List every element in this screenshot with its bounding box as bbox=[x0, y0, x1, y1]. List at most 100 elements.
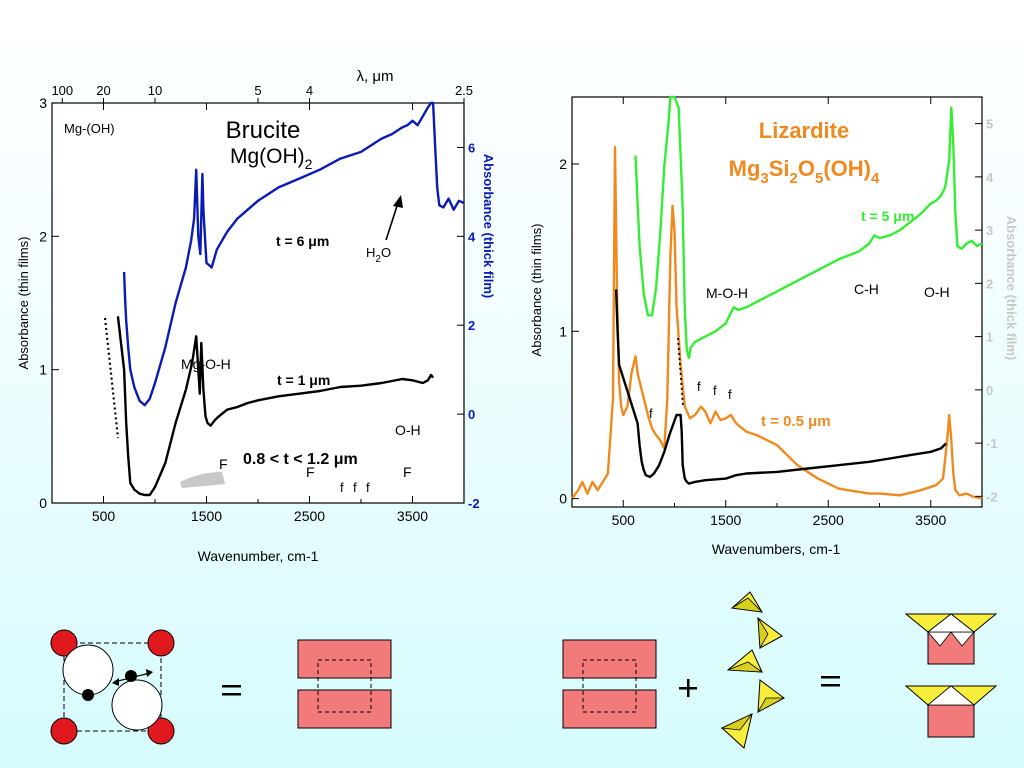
unit-cell-box bbox=[63, 642, 162, 732]
f-label-3: F bbox=[403, 464, 412, 480]
y2-tick-label: 0 bbox=[468, 407, 475, 422]
x-tick-label: 500 bbox=[92, 508, 116, 524]
series-line-black bbox=[614, 289, 947, 485]
mg-atom-icon bbox=[147, 717, 175, 745]
y-tick-label: 2 bbox=[559, 156, 567, 172]
lizardite-series bbox=[571, 95, 983, 500]
octahedral-layer-block bbox=[562, 639, 657, 679]
arrowhead-icon bbox=[146, 669, 153, 677]
lizardite-x-axis-label: Wavenumbers, cm-1 bbox=[712, 541, 841, 557]
y2-tick-label: 1 bbox=[986, 330, 993, 345]
lizardite-formula: Mg3Si2O5(OH)4 bbox=[729, 156, 880, 187]
hydrogen-atom-icon bbox=[82, 689, 94, 701]
bond-arrow-line bbox=[113, 672, 151, 683]
y2-tick-label: 3 bbox=[986, 223, 993, 238]
y2-tick-label: -2 bbox=[986, 489, 998, 504]
y2-tick-label: 0 bbox=[986, 383, 993, 398]
lizardite-f-1: f bbox=[649, 406, 653, 421]
y-tick-label: 1 bbox=[559, 323, 567, 339]
y-tick-label: 0 bbox=[559, 491, 567, 507]
mg-atom-icon bbox=[147, 629, 175, 657]
f-small-2: f bbox=[353, 480, 357, 495]
lizardite-layer-structure-icon bbox=[904, 613, 998, 738]
octahedral-layer-block bbox=[562, 689, 657, 729]
t5-label: t = 5 μm bbox=[861, 208, 914, 224]
y2-tick-label: 6 bbox=[468, 140, 475, 155]
x-tick-label: 2500 bbox=[813, 512, 844, 528]
oxygen-atom-icon bbox=[111, 679, 163, 731]
y2-tick-label: 5 bbox=[986, 117, 993, 132]
x-tick-label: 3500 bbox=[915, 512, 946, 528]
lizardite-y2-axis-label: Absorbance (thick film) bbox=[1004, 216, 1019, 360]
brucite-overlap-shade bbox=[180, 472, 225, 488]
y2-tick-label: -1 bbox=[986, 436, 998, 451]
brucite-top-axis-label: λ, μm bbox=[357, 68, 394, 85]
f-label-1: F bbox=[219, 456, 228, 472]
brucite-ticks: 500 1500 2500 3500 0 1 2 3 -2 0 2 4 6 100 20 10 5 4 2.5 bbox=[39, 83, 479, 524]
mg-atom-icon bbox=[50, 629, 78, 657]
t1-label: t = 1 μm bbox=[277, 372, 330, 388]
equals-sign-icon bbox=[222, 685, 241, 696]
brucite-plot-frame bbox=[51, 102, 465, 504]
plus-sign-icon bbox=[679, 679, 697, 697]
brucite-layer-diagram bbox=[297, 639, 392, 729]
oh-label: O-H bbox=[395, 422, 421, 438]
y2-tick-label: -2 bbox=[468, 496, 480, 511]
octahedral-layer-block bbox=[297, 639, 392, 679]
lizardite-ticks: 500 1500 2500 3500 0 1 2 -2 -1 0 1 2 3 4 5 bbox=[559, 97, 998, 528]
lizardite-oh-label: O-H bbox=[924, 284, 950, 300]
oxygen-atom-icon bbox=[62, 644, 114, 696]
lizardite-f-4: f bbox=[728, 387, 732, 402]
brucite-chart: 500 1500 2500 3500 0 1 2 3 -2 0 2 4 6 100 20 10 5 4 2.5 Br… bbox=[16, 68, 496, 564]
brucite-title: Brucite bbox=[226, 117, 301, 144]
lizardite-title: Lizardite bbox=[759, 118, 849, 143]
octahedral-layer-block bbox=[297, 689, 392, 729]
mgoh2-label: Mg-O-H bbox=[181, 356, 231, 372]
y-tick-label: 2 bbox=[39, 228, 47, 244]
t6-label: t = 6 μm bbox=[276, 233, 329, 249]
unit-cell-outline bbox=[317, 659, 372, 713]
top-tick-label: 5 bbox=[254, 83, 261, 98]
lizardite-y-axis-label: Absorbance (thin films) bbox=[529, 224, 544, 357]
brucite-series bbox=[116, 101, 465, 497]
silicate-tetrahedra-chain-icon bbox=[720, 591, 785, 749]
y2-tick-label: 4 bbox=[986, 170, 994, 185]
y-tick-label: 1 bbox=[39, 362, 47, 378]
t05-label: t = 0.5 μm bbox=[761, 413, 831, 430]
lizardite-plot-frame bbox=[571, 96, 983, 508]
trange-label: 0.8 < t < 1.2 μm bbox=[243, 451, 358, 468]
hydrogen-atom-icon bbox=[125, 670, 137, 682]
h2o-label: H2O bbox=[366, 245, 391, 265]
top-tick-label: 20 bbox=[96, 83, 110, 98]
brucite-unit-cell-diagram bbox=[50, 629, 175, 745]
lizardite-f-3: f bbox=[713, 383, 717, 398]
series-line-green bbox=[634, 95, 983, 360]
equals-sign-icon bbox=[821, 676, 840, 687]
moh-label: M-O-H bbox=[706, 285, 748, 301]
y-tick-label: 0 bbox=[39, 495, 47, 511]
x-tick-label: 1500 bbox=[191, 508, 222, 524]
top-tick-label: 2.5 bbox=[455, 83, 473, 98]
brucite-formula: Mg(OH)2 bbox=[230, 145, 313, 172]
y2-tick-label: 2 bbox=[986, 276, 993, 291]
arrowhead-icon bbox=[112, 678, 119, 686]
lizardite-layer-diagram bbox=[562, 639, 657, 729]
f-small-3: f bbox=[366, 480, 370, 495]
brucite-x-axis-label: Wavenumber, cm-1 bbox=[198, 548, 319, 564]
y2-tick-label: 2 bbox=[468, 318, 475, 333]
lizardite-chart: 500 1500 2500 3500 0 1 2 -2 -1 0 1 2 3 4 5 Lizardite M… bbox=[529, 95, 1019, 557]
x-tick-label: 500 bbox=[612, 512, 636, 528]
mgoh-label: Mg-(OH) bbox=[64, 121, 115, 136]
series-line-blue bbox=[122, 101, 465, 407]
brucite-dotted-connector bbox=[103, 317, 120, 439]
f-label-2: F bbox=[306, 464, 315, 480]
top-tick-label: 100 bbox=[51, 83, 73, 98]
brucite-y-axis-label: Absorbance (thin films) bbox=[16, 237, 31, 370]
y-tick-label: 3 bbox=[39, 95, 47, 111]
mg-atom-icon bbox=[50, 717, 78, 745]
f-small-1: f bbox=[340, 480, 344, 495]
unit-cell-outline bbox=[582, 659, 637, 713]
x-tick-label: 1500 bbox=[710, 512, 741, 528]
top-tick-label: 4 bbox=[306, 83, 313, 98]
